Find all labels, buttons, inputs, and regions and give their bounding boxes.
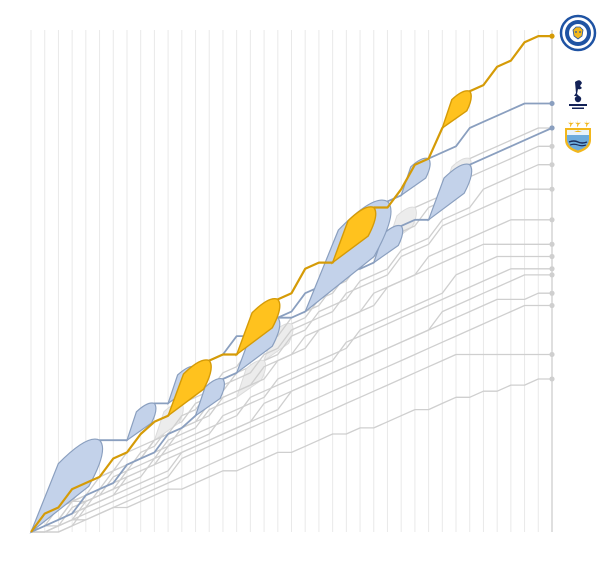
highlighted-teams-layer: [29, 33, 555, 534]
rival-team-8-series: [30, 241, 555, 533]
man_city-final-point: [549, 125, 555, 131]
rival-team-4-series: [30, 143, 555, 533]
tottenham-crest-icon: [569, 80, 587, 109]
rival-team-12-points-line: [30, 292, 552, 533]
rival-team-3-series: [30, 125, 555, 533]
leicester-win-streak-3: [440, 90, 472, 130]
rival-team-5-points-line: [31, 164, 552, 533]
tottenham-series: [30, 100, 555, 533]
rival-team-7-final-point: [549, 217, 555, 223]
rival-team-8-final-point: [549, 241, 555, 247]
rival-team-15-series: [30, 376, 555, 533]
leicester-win-streak-2: [331, 206, 377, 265]
rival-team-14-points-line: [31, 353, 552, 533]
leicester-final-point: [549, 33, 555, 39]
rival-team-9-series: [31, 253, 555, 533]
man_city-win-streak-3: [372, 224, 404, 265]
rival-team-13-series: [31, 302, 555, 533]
rival-team-9-points-line: [31, 255, 552, 533]
man-city-crest-icon: [565, 120, 591, 153]
rival-team-14-final-point: [549, 351, 555, 358]
rival-team-13-points-line: [31, 304, 552, 533]
rival-team-14-series: [31, 351, 555, 533]
leicester-series: [30, 33, 555, 533]
tottenham-points-line: [30, 102, 552, 533]
rival-team-15-final-point: [549, 376, 555, 382]
rival-team-9-final-point: [549, 253, 555, 260]
rival-team-5-final-point: [549, 162, 555, 168]
tottenham-final-point: [549, 100, 555, 107]
rival-team-4-final-point: [549, 143, 555, 149]
rival-team-13-final-point: [549, 302, 555, 309]
leicester-win-streak-0: [166, 359, 212, 418]
rival-team-8-points-line: [30, 243, 552, 533]
rival-team-12-final-point: [549, 290, 555, 296]
rival-team-6-final-point: [549, 186, 555, 192]
man_city-series: [29, 125, 555, 534]
leicester-crest-icon: [559, 14, 597, 52]
man_city-win-streak-1: [125, 402, 157, 442]
man_city-win-streak-0: [29, 438, 104, 534]
leicester-win-streak-1: [235, 298, 281, 357]
rival-team-10-final-point: [549, 266, 555, 272]
rival-team-12-series: [30, 290, 555, 533]
other-teams-layer: [30, 125, 555, 533]
rival-team-15-points-line: [30, 378, 552, 533]
rival-team-6-series: [30, 186, 555, 533]
rival-team-10-series: [30, 266, 555, 533]
man_city-win-streak-4: [427, 163, 473, 222]
tottenham-win-streak-0: [194, 378, 226, 418]
rival-team-11-final-point: [549, 272, 555, 278]
rival-team-10-points-line: [30, 268, 552, 533]
